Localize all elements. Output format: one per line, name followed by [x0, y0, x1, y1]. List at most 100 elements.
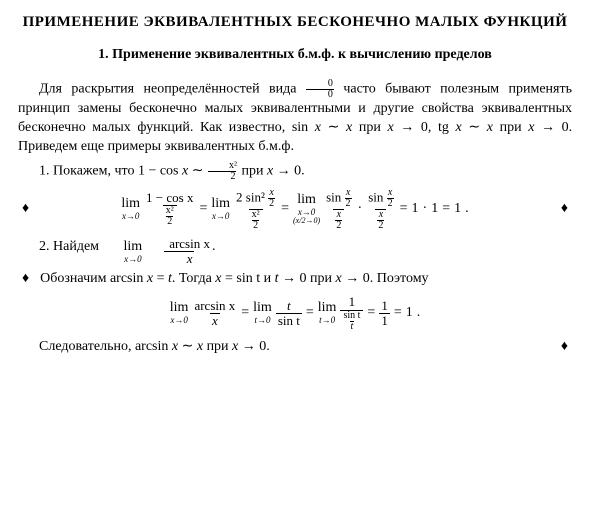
lim: lim t→0 — [318, 301, 337, 325]
diamond-icon: ♦ — [18, 200, 33, 219]
den: x2 — [375, 209, 386, 231]
zero: 0 — [363, 271, 370, 286]
lim-word: lim — [318, 301, 337, 315]
text: Обозначим arcsin — [40, 271, 147, 286]
lim: lim x→0 — [121, 197, 140, 221]
x: x — [315, 120, 321, 135]
tilde: ∼ — [468, 120, 480, 135]
num: sin x2 — [366, 188, 395, 209]
lim-sub: x→0 — [212, 212, 230, 221]
lim-sub2: (x/2→0) — [293, 217, 320, 225]
frac-0-0: 0 0 — [306, 79, 334, 100]
d: 2 — [268, 198, 275, 209]
tilde: ∼ — [192, 164, 204, 179]
equation-1: ♦ lim x→0 1 − cos x x²2 = lim x→0 2 sin²… — [18, 188, 572, 231]
num: arcsin x — [192, 299, 237, 313]
lim: lim x→0 (x/2→0) — [293, 193, 320, 225]
lim: lim x→0 — [103, 240, 143, 264]
text: Следовательно, arcsin — [39, 339, 172, 354]
num: x² — [207, 161, 238, 171]
page-title: ПРИМЕНЕНИЕ ЭКВИВАЛЕНТНЫХ БЕСКОНЕЧНО МАЛЫ… — [18, 12, 572, 32]
x: x — [215, 271, 221, 286]
text: 2. Найдем — [39, 239, 103, 254]
inline-eq: lim x→0 arcsin x x — [103, 237, 212, 267]
text: . Поэтому — [370, 271, 429, 286]
arrow: → — [282, 271, 296, 286]
den: x — [210, 313, 220, 328]
paragraph-4: Следовательно, arcsin x ∼ x при x → 0. ♦ — [18, 338, 572, 357]
num: 2 sin² x2 — [234, 188, 277, 209]
eq: = — [306, 304, 314, 323]
text: при — [359, 120, 388, 135]
text: и — [264, 271, 275, 286]
text: , tg — [428, 120, 456, 135]
n: sin t — [342, 311, 361, 321]
dot: · — [358, 200, 363, 219]
eq: = — [394, 304, 402, 323]
x: x — [172, 339, 178, 354]
eq: = — [400, 200, 408, 219]
lim-sub: x→0 — [170, 316, 188, 325]
lim: lim t→0 — [253, 301, 272, 325]
x: x — [147, 271, 153, 286]
eq: = — [199, 200, 207, 219]
equation-2: lim x→0 arcsin x x = lim t→0 t sin t = l… — [18, 295, 572, 331]
zero: 0 — [300, 271, 307, 286]
n: x — [378, 210, 384, 220]
num: sin x2 — [324, 188, 353, 209]
num: arcsin x — [146, 237, 212, 251]
text: при — [310, 271, 335, 286]
d: 2 — [387, 198, 394, 209]
n: x² — [251, 210, 261, 220]
arrow: → — [400, 120, 414, 135]
one: 1 — [431, 200, 438, 219]
x: x — [456, 120, 462, 135]
den: 0 — [306, 89, 334, 100]
t: sin — [326, 189, 344, 204]
one: 1 — [454, 200, 461, 219]
diamond-icon: ♦ — [18, 271, 33, 286]
arrow: → — [277, 164, 291, 179]
tilde: ∼ — [182, 339, 194, 354]
frac-x2-2: x² 2 — [207, 161, 238, 182]
den: 2 — [208, 171, 236, 182]
eq: = — [367, 304, 375, 323]
text: при — [500, 120, 529, 135]
lim-word: lim — [170, 301, 189, 315]
frac: sin x2 x2 — [366, 188, 395, 231]
item-2: 2. Найдем lim x→0 arcsin x x . — [18, 237, 572, 267]
x: x — [336, 271, 342, 286]
x: x — [346, 120, 352, 135]
den: x²2 — [249, 209, 263, 231]
x: x — [387, 120, 393, 135]
frac: t sin t — [276, 299, 302, 329]
lim-sub: x→0 — [122, 212, 140, 221]
frac: sin x2 x2 — [324, 188, 353, 231]
text: . — [301, 164, 305, 179]
arrow: → — [541, 120, 555, 135]
eq: = — [241, 304, 249, 323]
zero: 0 — [421, 120, 428, 135]
n: x² — [165, 206, 175, 216]
section-title: 1. Применение эквивалентных б.м.ф. к выч… — [48, 46, 542, 65]
x: x — [528, 120, 534, 135]
frac: arcsin x x — [192, 299, 237, 329]
dot: · — [423, 200, 428, 219]
lim-word: lim — [297, 193, 316, 207]
num: 1 — [347, 295, 358, 309]
text: при — [207, 339, 232, 354]
t: 2 sin² — [236, 189, 268, 204]
text: 1. Покажем, что 1 − cos — [39, 164, 182, 179]
text: . Тогда — [172, 271, 215, 286]
lim-sub: t→0 — [254, 316, 270, 325]
lim-word: lim — [121, 197, 140, 211]
n: x — [387, 188, 393, 198]
lim-word: lim — [211, 197, 230, 211]
equation-body: lim x→0 1 − cos x x²2 = lim x→0 2 sin² x… — [121, 188, 468, 231]
frac: 1 1 — [379, 299, 390, 329]
den: sin t — [276, 313, 302, 328]
lim-word: lim — [253, 301, 272, 315]
eq: = — [157, 271, 165, 286]
zero: 0 — [562, 120, 569, 135]
num: 1 — [379, 299, 390, 313]
